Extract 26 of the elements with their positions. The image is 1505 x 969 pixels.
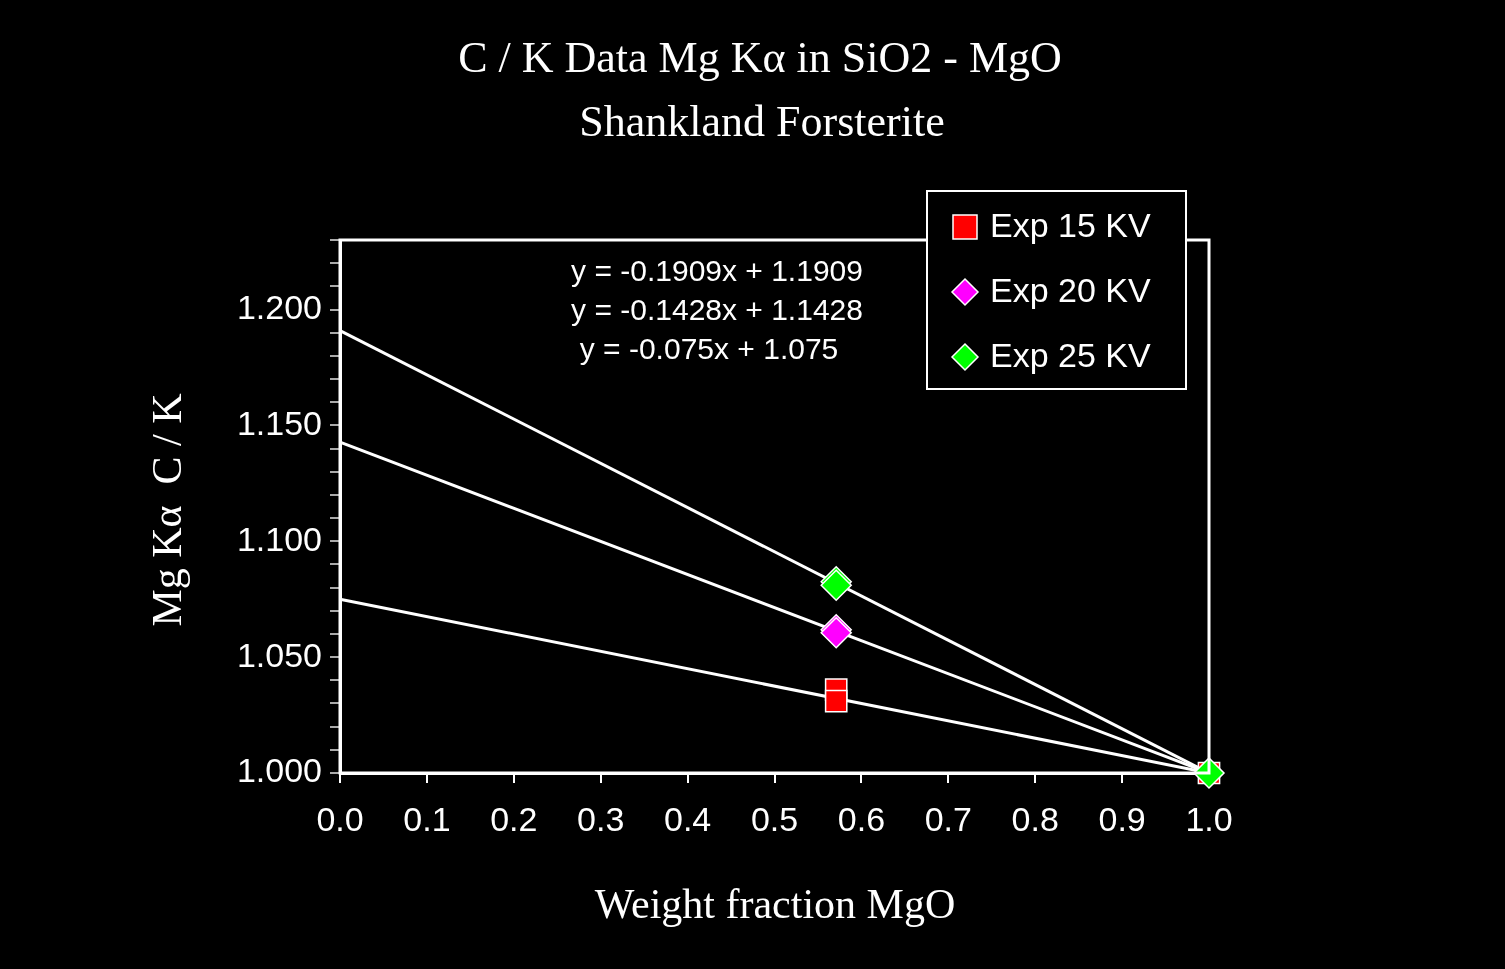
legend-label: Exp 25 KV [990,336,1151,375]
y-tick-label: 1.000 [236,751,322,790]
x-tick-label: 0.9 [1098,799,1146,838]
annotation: y = -0.1909x + 1.1909 [571,254,863,288]
annotation: y = -0.075x + 1.075 [579,332,839,366]
x-tick-label: 0.3 [577,799,625,838]
annotation: y = -0.1428x + 1.1428 [571,293,863,327]
y-tick-label: 1.050 [236,635,322,674]
x-tick-label: 0.0 [316,799,364,838]
x-tick-label: 0.8 [1011,799,1059,838]
x-tick-label: 0.1 [403,799,451,838]
legend-label: Exp 20 KV [990,271,1151,310]
x-tick-label: 0.6 [837,799,886,838]
x-tick-label: 0.4 [663,799,712,838]
y-tick-label: 1.150 [236,403,322,442]
y-tick-label: 1.200 [236,287,322,326]
y-tick-label: 1.100 [236,519,322,558]
x-axis-title: Weight fraction MgO [594,881,956,928]
x-tick-label: 1.0 [1185,799,1233,838]
legend-label: Exp 15 KV [990,206,1151,245]
y-axis-title: Mg Kα C / K [144,393,191,627]
chart-title: C / K Data Mg Kα in SiO2 - MgO [458,32,1062,82]
x-tick-label: 0.7 [924,799,972,838]
x-tick-label: 0.2 [490,799,538,838]
x-tick-label: 0.5 [750,799,799,838]
chart-subtitle: Shankland Forsterite [579,96,945,146]
